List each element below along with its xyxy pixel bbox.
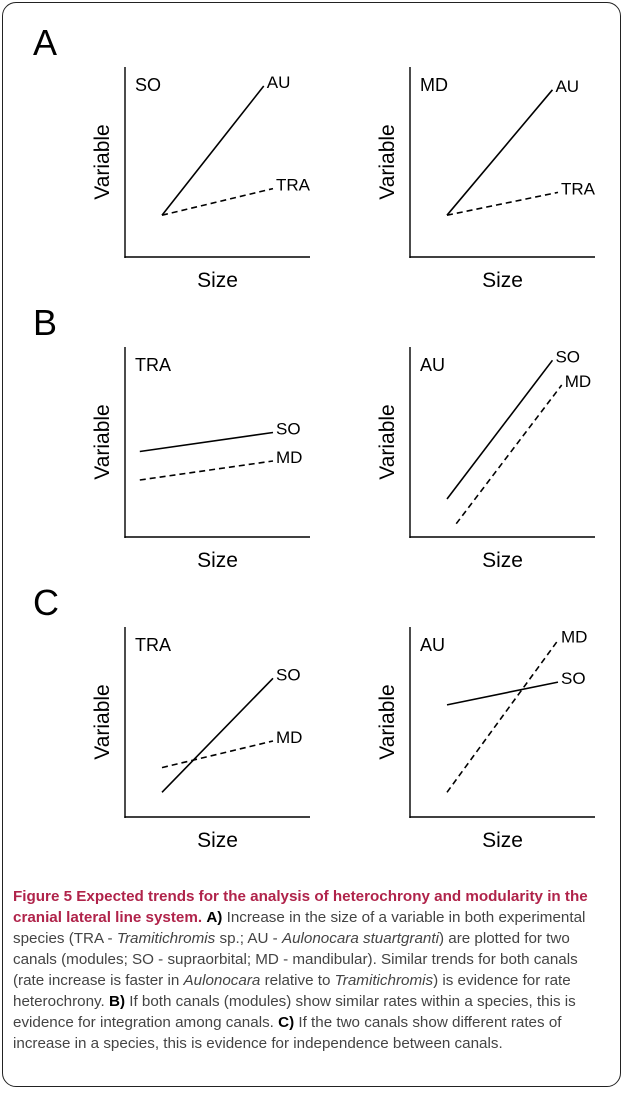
plot-title: MD [420, 75, 448, 95]
y-axis-label: Variable [376, 124, 399, 200]
figure-caption: Figure 5 Expected trends for the analysi… [13, 886, 613, 1054]
series-label-tra: TRA [561, 179, 596, 198]
x-axis-label: Size [482, 269, 523, 292]
x-axis-label: Size [197, 269, 238, 292]
series-line-md [139, 460, 274, 481]
plot-a-left: SO Variable Size AU TRA [91, 67, 311, 292]
series-line-tra [161, 187, 274, 216]
series-label-so: SO [561, 669, 586, 688]
series-line-md [446, 639, 559, 793]
plot-title: SO [135, 75, 161, 95]
plot-c-right: AU Variable Size MD SO [376, 627, 595, 852]
plot-b-left: TRA Variable Size SO MD [91, 347, 310, 572]
caption-a-label: A) [206, 909, 223, 926]
series-label-so: SO [555, 347, 580, 366]
series-label-so: SO [276, 665, 301, 684]
caption-a-text-4: relative to [260, 972, 335, 989]
plot-title: TRA [135, 355, 171, 375]
caption-fig-label: Figure 5 [13, 888, 73, 905]
series-label-md: MD [561, 627, 587, 646]
series-line-so [446, 359, 554, 500]
plot-title: AU [420, 635, 445, 655]
plot-title: AU [420, 355, 445, 375]
caption-title: Expected trends for the analysis of hete… [13, 888, 588, 926]
plot-title: TRA [135, 635, 171, 655]
panel-label-a: A [33, 22, 58, 63]
series-line-so [139, 431, 274, 453]
y-axis-label: Variable [91, 684, 114, 760]
series-line-so [161, 677, 274, 793]
series-line-au [446, 89, 554, 216]
plot-b-right: AU Variable Size SO MD [376, 347, 595, 572]
series-label-md: MD [565, 372, 591, 391]
plot-a-right: MD Variable Size AU TRA [376, 67, 596, 292]
caption-a-text-2: sp.; AU - [215, 930, 282, 947]
caption-a-text-3: ) are plotted for two canals (modules; S… [13, 930, 578, 989]
caption-c-label: C) [278, 1014, 295, 1031]
series-line-md [161, 740, 274, 769]
caption-aulonocara-stuartgranti: Aulonocara stuartgranti [281, 930, 439, 947]
x-axis-label: Size [197, 829, 238, 852]
series-line-tra [446, 191, 559, 216]
series-line-au [161, 85, 265, 216]
caption-a-text-1: Increase in the size of a variable in bo… [13, 909, 586, 947]
panel-label-b: B [33, 302, 58, 343]
series-label-au: AU [555, 77, 579, 96]
series-label-au: AU [267, 73, 291, 92]
series-line-md [455, 384, 563, 525]
caption-aulonocara: Aulonocara [183, 972, 261, 989]
x-axis-label: Size [482, 829, 523, 852]
x-axis-label: Size [482, 549, 523, 572]
caption-a-text-5: ) is evidence for rate heterochrony. [13, 972, 571, 1010]
series-label-tra: TRA [276, 176, 311, 195]
caption-tramitichromis: Tramitichromis [116, 930, 216, 947]
caption-tramitichromis-2: Tramitichromis [334, 972, 434, 989]
series-label-md: MD [276, 448, 302, 467]
plot-c-left: TRA Variable Size SO MD [91, 627, 310, 852]
series-label-so: SO [276, 420, 301, 439]
caption-b-label: B) [108, 993, 126, 1010]
series-line-so [446, 681, 559, 706]
y-axis-label: Variable [376, 404, 399, 480]
y-axis-label: Variable [91, 404, 114, 480]
caption-c-text: If the two canals show different rates o… [13, 1014, 562, 1052]
caption-b-text: If both canals (modules) show similar ra… [13, 993, 576, 1031]
x-axis-label: Size [197, 549, 238, 572]
series-label-md: MD [276, 728, 302, 747]
y-axis-label: Variable [91, 124, 114, 200]
panel-label-c: C [33, 582, 59, 623]
y-axis-label: Variable [376, 684, 399, 760]
